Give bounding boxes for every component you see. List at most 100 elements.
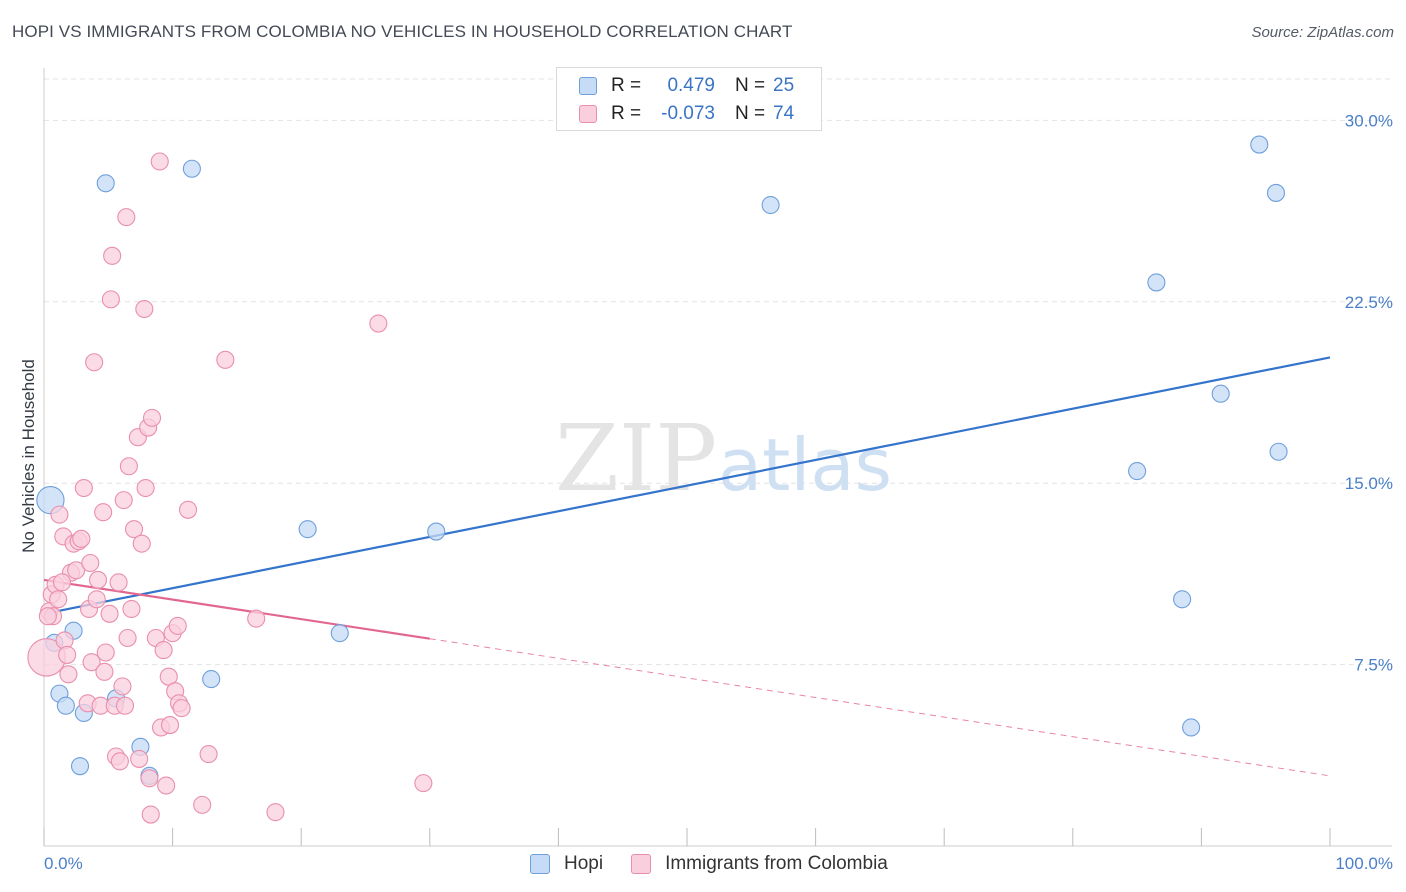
colombia-point <box>414 774 433 793</box>
hopi-point <box>1211 384 1230 403</box>
hopi-point <box>96 174 115 193</box>
colombia-point <box>266 803 285 822</box>
colombia-point <box>216 350 235 369</box>
watermark-atlas: atlas <box>718 423 892 507</box>
colombia-point <box>119 457 138 476</box>
x-tick-label-max: 100.0% <box>1335 854 1393 873</box>
colombia-swatch <box>631 854 652 874</box>
r-value: -0.073 <box>661 103 715 124</box>
hopi-point <box>761 195 780 215</box>
colombia-point <box>49 590 68 609</box>
hopi-point <box>427 522 446 541</box>
colombia-point <box>136 478 155 498</box>
colombia-point <box>130 749 149 768</box>
colombia-point <box>114 491 133 510</box>
hopi-trend-line <box>43 356 1331 615</box>
n-label: N = <box>735 75 766 96</box>
colombia-point <box>124 520 144 539</box>
r-label: R = <box>611 75 642 96</box>
colombia-point <box>96 643 115 662</box>
source-label: Source: ZipAtlas.com <box>1251 24 1394 41</box>
tick-labels: 7.5% 15.0% 22.5% 30.0% 0.0% 100.0% <box>44 111 1393 873</box>
y-axis-label: No Vehicles in Household <box>19 359 38 553</box>
n-value: 25 <box>773 75 795 96</box>
y-tick-label: 15.0% <box>1345 474 1393 493</box>
colombia-point <box>117 208 136 227</box>
y-tick-label: 7.5% <box>1354 656 1393 675</box>
legend-label-hopi: Hopi <box>564 853 604 874</box>
hopi-point <box>1269 442 1288 461</box>
hopi-point <box>1266 183 1286 202</box>
colombia-point <box>94 503 113 522</box>
colombia-point <box>369 314 388 333</box>
colombia-point <box>82 653 101 672</box>
colombia-point <box>50 505 69 524</box>
colombia-point <box>178 500 198 519</box>
colombia-point <box>132 534 151 553</box>
hopi-point <box>1182 718 1201 737</box>
hopi-point <box>330 624 349 643</box>
colombia-point <box>154 641 173 660</box>
stats-legend: R = 0.479 N = 25 R = -0.073 N = 74 <box>556 67 822 131</box>
colombia-point <box>101 290 120 309</box>
y-tick-label: 22.5% <box>1345 293 1393 312</box>
hopi-point <box>202 670 221 689</box>
colombia-swatch <box>579 105 597 123</box>
colombia-point <box>109 573 128 592</box>
watermark: ZIP atlas <box>555 405 892 512</box>
r-label: R = <box>611 103 642 124</box>
legend-row-colombia: R = -0.073 N = 74 <box>579 101 794 127</box>
colombia-point <box>168 616 187 635</box>
colombia-point <box>85 353 104 372</box>
hopi-swatch <box>579 77 597 95</box>
colombia-point <box>172 699 191 718</box>
colombia-point <box>103 246 122 265</box>
hopi-point <box>182 159 201 178</box>
hopi-point <box>1250 135 1269 154</box>
y-tick-label: 30.0% <box>1345 111 1393 130</box>
legend-row-hopi: R = 0.479 N = 25 <box>579 73 794 99</box>
colombia-point <box>160 716 180 735</box>
chart-title: HOPI VS IMMIGRANTS FROM COLOMBIA NO VEHI… <box>12 22 793 41</box>
colombia-trend-line <box>43 578 430 640</box>
colombia-point <box>87 590 106 609</box>
colombia-point <box>72 529 91 548</box>
trend-lines <box>43 356 1331 777</box>
colombia-point <box>122 599 141 619</box>
legend-item-hopi[interactable]: Hopi <box>530 853 603 875</box>
colombia-point <box>88 570 108 589</box>
colombia-point <box>52 573 72 592</box>
colombia-point <box>115 696 135 715</box>
colombia-point <box>110 752 129 771</box>
axes <box>43 68 1392 847</box>
watermark-zip: ZIP <box>555 405 717 512</box>
colombia-point <box>100 604 119 623</box>
colombia-point <box>74 478 93 498</box>
colombia-point <box>118 628 137 648</box>
hopi-point <box>1147 273 1166 292</box>
grid-lines <box>44 78 1392 666</box>
colombia-point <box>140 769 159 788</box>
colombia-point <box>58 645 77 664</box>
hopi-point <box>70 757 90 776</box>
hopi-point <box>1173 590 1192 609</box>
colombia-point <box>142 408 162 427</box>
colombia-point <box>141 805 160 824</box>
legend-item-colombia[interactable]: Immigrants from Colombia <box>631 853 888 875</box>
hopi-swatch <box>530 854 550 874</box>
colombia-point <box>193 795 212 814</box>
colombia-point <box>67 561 86 580</box>
colombia-point <box>199 745 218 764</box>
colombia-point <box>59 665 78 684</box>
data-points <box>27 135 1288 824</box>
legend-label-colombia: Immigrants from Colombia <box>665 853 888 874</box>
colombia-point <box>157 776 176 795</box>
colombia-point <box>113 677 132 696</box>
colombia-point <box>81 553 100 573</box>
colombia-point <box>150 152 169 171</box>
colombia-point <box>95 662 114 681</box>
hopi-point <box>56 696 75 715</box>
n-label: N = <box>735 103 766 124</box>
x-tick-label-min: 0.0% <box>44 854 83 873</box>
